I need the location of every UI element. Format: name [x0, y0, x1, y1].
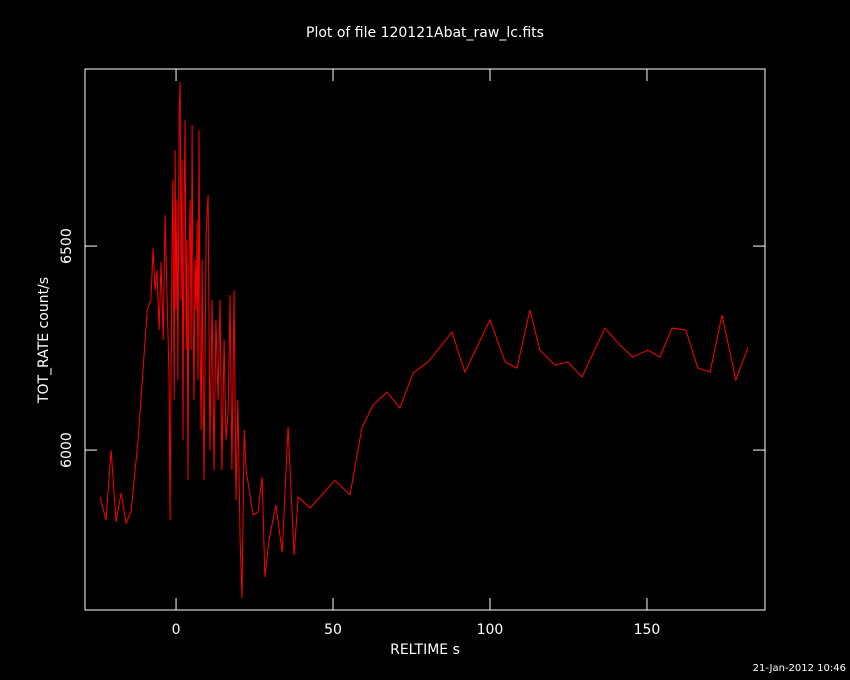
y-tick-label: 6500 — [59, 228, 75, 264]
y-axis-label: TOT_RATE count/s — [36, 277, 52, 404]
x-tick-label: 150 — [634, 622, 661, 638]
chart-title: Plot of file 120121Abat_raw_lc.fits — [306, 25, 544, 41]
x-tick-label: 0 — [172, 622, 181, 638]
plot-frame — [84, 68, 766, 611]
data-line — [99, 82, 749, 599]
x-tick-label: 50 — [324, 622, 342, 638]
y-tick-label: 6000 — [59, 432, 75, 468]
x-axis-label: RELTIME s — [390, 642, 460, 658]
x-tick-label: 100 — [477, 622, 504, 638]
timestamp: 21-Jan-2012 10:46 — [753, 663, 846, 674]
